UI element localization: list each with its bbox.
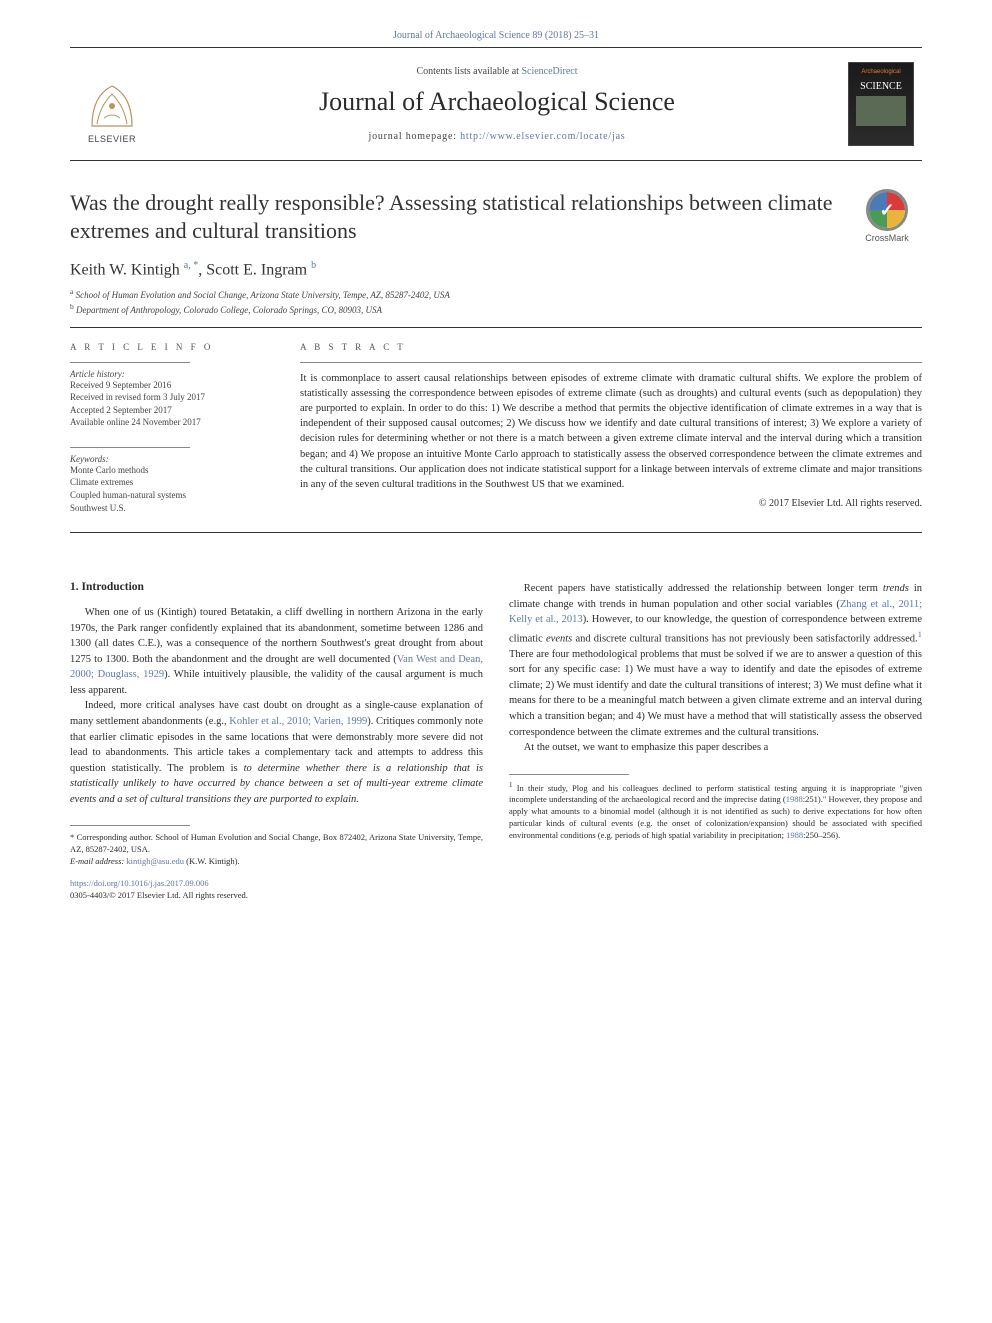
abstract-heading: A B S T R A C T xyxy=(300,342,922,352)
intro-para-1: When one of us (Kintigh) toured Betataki… xyxy=(70,605,483,698)
intro-para-4: At the outset, we want to emphasize this… xyxy=(509,740,922,756)
journal-cover-icon: Archaeological SCIENCE xyxy=(848,62,914,146)
sciencedirect-link[interactable]: ScienceDirect xyxy=(521,66,577,77)
footnote-1-link[interactable]: 1 xyxy=(918,629,922,639)
section-1-heading: 1. Introduction xyxy=(70,581,483,593)
author-1: Keith W. Kintigh xyxy=(70,261,184,278)
paper-title: Was the drought really responsible? Asse… xyxy=(70,189,836,244)
right-column: Recent papers have statistically address… xyxy=(509,581,922,901)
ref-link[interactable]: 1988 xyxy=(786,830,803,840)
intro-para-2: Indeed, more critical analyses have cast… xyxy=(70,698,483,807)
elsevier-logo: ELSEVIER xyxy=(78,64,146,144)
ref-link[interactable]: Kohler et al., 2010; Varien, 1999 xyxy=(229,716,367,727)
author-2: Scott E. Ingram xyxy=(206,261,311,278)
affiliations: a School of Human Evolution and Social C… xyxy=(70,287,922,316)
authors: Keith W. Kintigh a, *, Scott E. Ingram b xyxy=(70,260,922,279)
journal-title: Journal of Archaeological Science xyxy=(160,87,834,117)
homepage-link[interactable]: http://www.elsevier.com/locate/jas xyxy=(460,131,625,142)
journal-header: ELSEVIER Contents lists available at Sci… xyxy=(70,48,922,160)
article-info-heading: A R T I C L E I N F O xyxy=(70,342,270,352)
corresponding-author-footnote: * Corresponding author. School of Human … xyxy=(70,832,483,868)
elsevier-label: ELSEVIER xyxy=(88,134,136,144)
left-column: 1. Introduction When one of us (Kintigh)… xyxy=(70,581,483,901)
article-info: A R T I C L E I N F O Article history: R… xyxy=(70,342,270,515)
doi-block: https://doi.org/10.1016/j.jas.2017.09.00… xyxy=(70,878,483,902)
author-1-affil-link[interactable]: a, * xyxy=(184,260,198,271)
contents-available: Contents lists available at ScienceDirec… xyxy=(160,66,834,77)
abstract-text: It is commonplace to assert causal relat… xyxy=(300,371,922,493)
doi-link[interactable]: https://doi.org/10.1016/j.jas.2017.09.00… xyxy=(70,878,209,888)
journal-homepage: journal homepage: http://www.elsevier.co… xyxy=(160,131,834,142)
abstract-copyright: © 2017 Elsevier Ltd. All rights reserved… xyxy=(300,498,922,509)
ref-link[interactable]: 1988 xyxy=(786,794,803,804)
footnote-1: 1 In their study, Plog and his colleague… xyxy=(509,781,922,842)
intro-para-3: Recent papers have statistically address… xyxy=(509,581,922,740)
abstract: A B S T R A C T It is commonplace to ass… xyxy=(300,342,922,515)
top-citation: Journal of Archaeological Science 89 (20… xyxy=(70,30,922,41)
email-link[interactable]: kintigh@asu.edu xyxy=(126,856,184,866)
author-2-affil-link[interactable]: b xyxy=(311,260,316,271)
crossmark-badge[interactable]: ✓ CrossMark xyxy=(852,189,922,243)
citation-link[interactable]: Journal of Archaeological Science 89 (20… xyxy=(393,30,599,41)
check-icon: ✓ xyxy=(879,200,894,221)
